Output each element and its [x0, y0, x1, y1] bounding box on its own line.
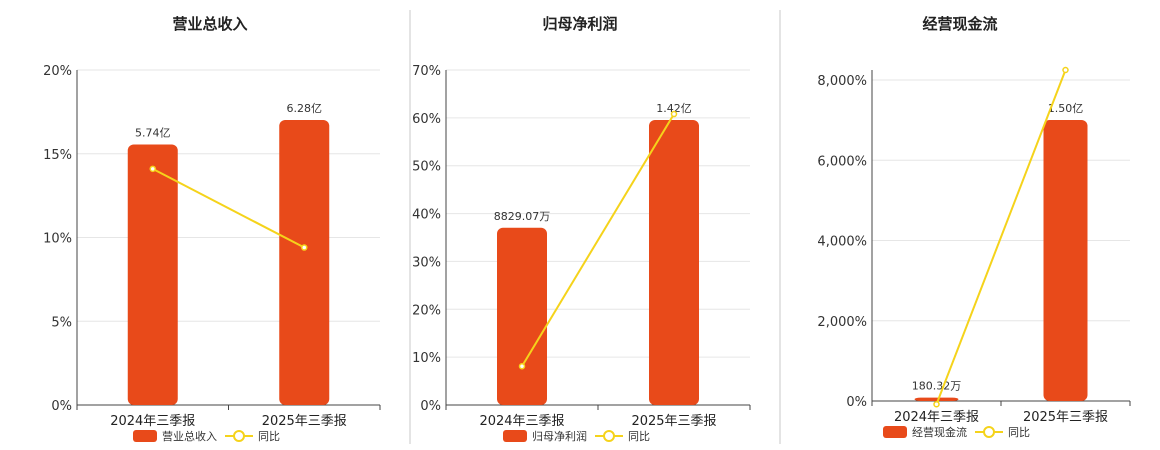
bar-value-label: 180.32万	[912, 380, 962, 393]
bar	[279, 120, 330, 405]
y-tick-label: 5%	[51, 315, 72, 330]
legend-bar-swatch	[883, 426, 907, 438]
y-tick-label: 30%	[412, 255, 441, 270]
x-category-label: 2024年三季报	[894, 410, 979, 425]
bar	[127, 144, 178, 406]
yoy-point	[301, 244, 308, 251]
y-tick-label: 8,000%	[817, 74, 867, 89]
chart-title: 营业总收入	[172, 15, 247, 33]
legend-line-marker	[983, 426, 995, 438]
chart-title: 经营现金流	[922, 15, 997, 33]
y-tick-label: 70%	[412, 64, 441, 79]
yoy-line	[152, 167, 305, 249]
legend-bar-swatch	[133, 430, 157, 442]
legend-line-marker	[603, 430, 615, 442]
y-tick-label: 60%	[412, 112, 441, 127]
yoy-line	[521, 113, 675, 367]
bar	[1043, 120, 1088, 401]
y-tick-label: 10%	[43, 232, 72, 247]
yoy-point	[933, 400, 940, 408]
legend-label: 同比	[628, 430, 650, 443]
legend-label: 营业总收入	[162, 429, 217, 443]
x-category-label: 2024年三季报	[479, 414, 564, 429]
x-category-label: 2025年三季报	[1023, 410, 1108, 425]
legend-line-marker	[233, 430, 245, 442]
legend-label: 经营现金流	[912, 425, 967, 439]
yoy-line	[935, 69, 1067, 405]
y-tick-label: 0%	[846, 395, 867, 410]
y-tick-label: 20%	[412, 303, 441, 318]
y-tick-label: 20%	[43, 64, 72, 79]
yoy-point	[1062, 66, 1069, 74]
bar	[649, 120, 699, 405]
x-category-label: 2025年三季报	[631, 414, 716, 429]
legend-label: 归母净利润	[532, 429, 587, 443]
bar-value-label: 6.28亿	[287, 102, 323, 115]
y-tick-label: 0%	[420, 399, 441, 414]
legend-label: 同比	[1008, 426, 1030, 439]
bar-value-label: 1.42亿	[656, 102, 692, 115]
y-tick-label: 50%	[412, 160, 441, 175]
y-tick-label: 10%	[412, 351, 441, 366]
y-tick-label: 40%	[412, 208, 441, 223]
y-tick-label: 6,000%	[817, 154, 867, 169]
yoy-point	[670, 110, 678, 118]
chart-title: 归母净利润	[542, 15, 617, 33]
bar-value-label: 8829.07万	[494, 210, 551, 223]
bar	[497, 227, 547, 405]
x-category-label: 2024年三季报	[110, 414, 195, 429]
x-category-label: 2025年三季报	[262, 414, 347, 429]
y-tick-label: 4,000%	[817, 235, 867, 250]
bar-value-label: 1.50亿	[1048, 102, 1084, 115]
bar-value-label: 5.74亿	[135, 127, 171, 140]
y-tick-label: 0%	[51, 399, 72, 414]
legend-label: 同比	[258, 430, 280, 443]
legend-bar-swatch	[503, 430, 527, 442]
y-tick-label: 2,000%	[817, 315, 867, 330]
yoy-point	[518, 362, 526, 370]
bar	[914, 397, 959, 401]
y-tick-label: 15%	[43, 148, 72, 163]
yoy-point	[149, 165, 156, 173]
